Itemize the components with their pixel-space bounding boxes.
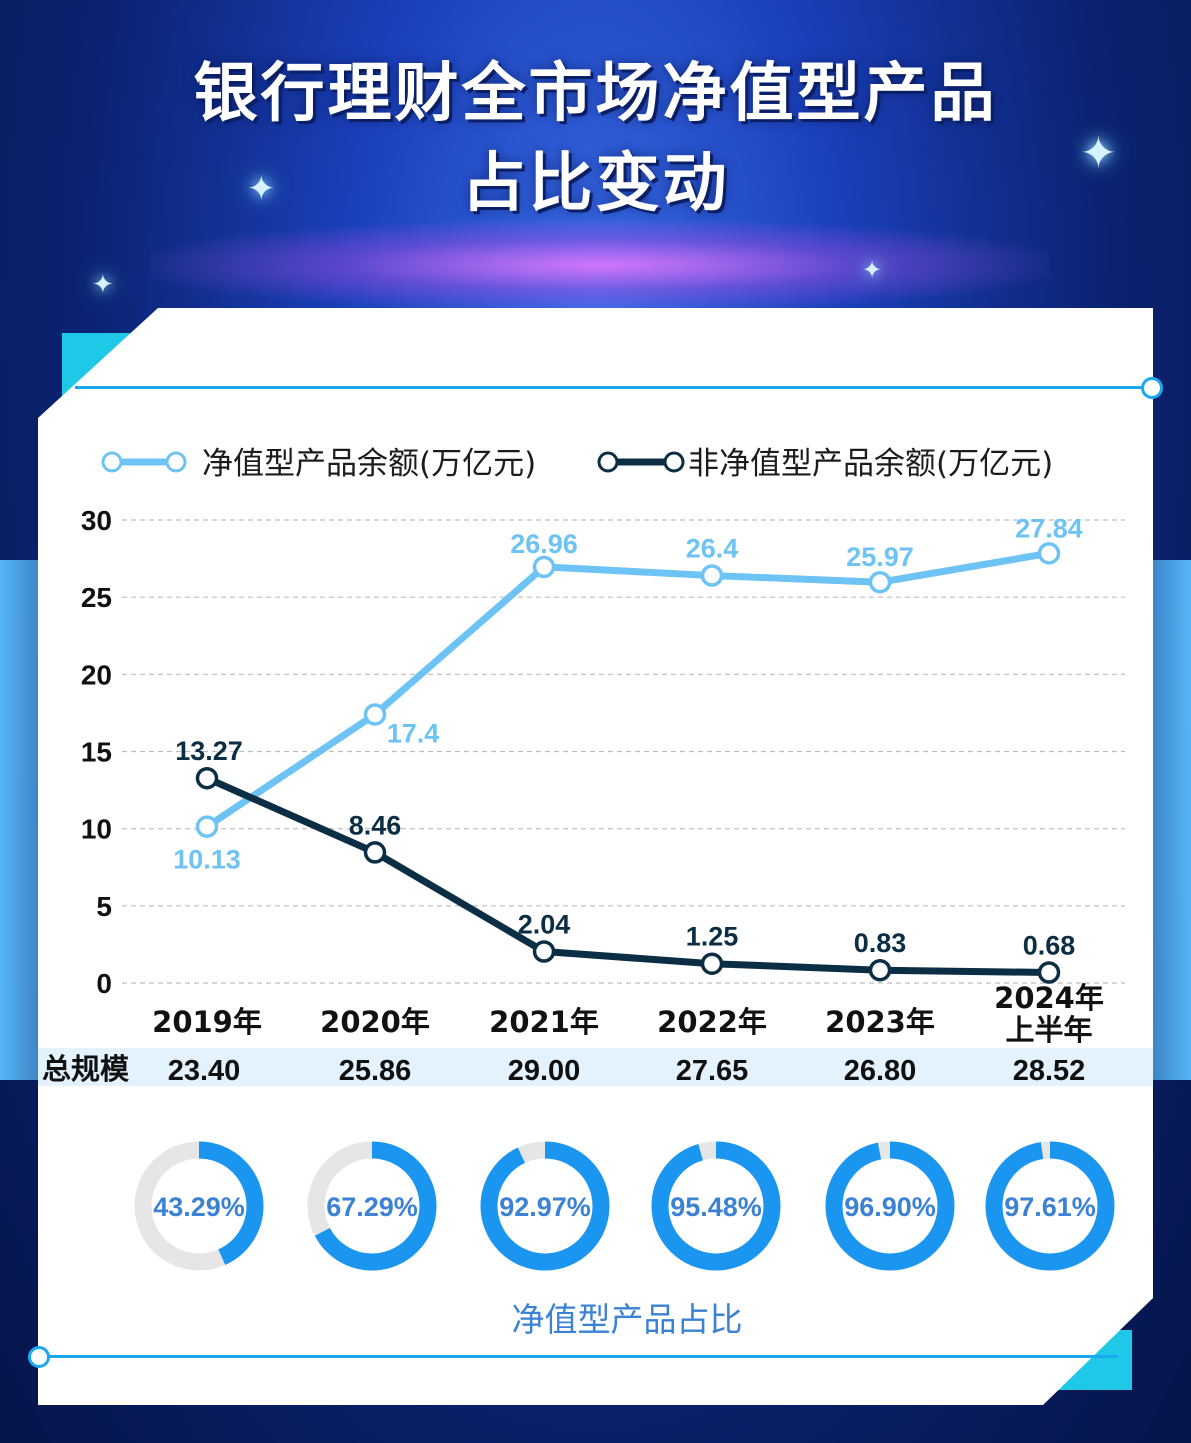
y-tick-label: 0: [96, 968, 112, 999]
data-point-non-net-value: [363, 841, 387, 864]
data-point-non-net-value: [1037, 961, 1061, 984]
data-point-non-net-value: [868, 958, 892, 982]
legend-marker-icon: [663, 451, 685, 473]
ratio-ring-fill: [480, 1141, 610, 1271]
y-tick-label: 5: [96, 891, 112, 922]
page-title-line-2: 占比变动: [461, 147, 730, 221]
data-point-net-value: [1037, 542, 1061, 565]
data-label-net-value: 17.4: [387, 718, 440, 748]
data-label-non-net-value: 1.25: [686, 922, 739, 952]
decor-ring-dot: [28, 1346, 50, 1368]
decor-ring-dot: [1141, 377, 1163, 399]
scale-row-background: [38, 1048, 1153, 1086]
legend-label-net-value: 净值型产品余额(万亿元): [202, 446, 536, 482]
data-label-net-value: 25.97: [846, 542, 914, 572]
decor-line-top: [75, 386, 1152, 389]
y-tick-label: 10: [81, 814, 112, 845]
data-point-net-value: [532, 555, 556, 579]
legend-marker-icon: [101, 451, 123, 473]
x-tick-label: 2021年: [489, 1005, 599, 1039]
y-tick-label: 20: [81, 659, 112, 690]
data-label-non-net-value: 0.83: [854, 928, 907, 958]
data-label-non-net-value: 0.68: [1023, 931, 1076, 961]
sparkle-star-icon: ✦: [862, 256, 883, 284]
legend-marker-icon: [165, 451, 187, 473]
x-tick-label: 2019年: [152, 1005, 262, 1039]
ratio-ring-fill: [651, 1141, 781, 1271]
ratio-ring-label: 95.48%: [670, 1192, 762, 1222]
ratio-ring-fill: [307, 1141, 437, 1271]
y-tick-label: 25: [81, 582, 112, 613]
background-glow: [150, 220, 1050, 310]
scale-row-value: 27.65: [676, 1055, 749, 1087]
data-point-non-net-value: [532, 940, 556, 963]
ratio-caption: 净值型产品占比: [512, 1300, 743, 1339]
legend-marker-icon: [597, 451, 619, 473]
scale-row-value: 25.86: [339, 1055, 412, 1087]
scale-row-label: 总规模: [42, 1052, 130, 1086]
data-label-net-value: 27.84: [1015, 513, 1083, 543]
data-point-net-value: [195, 815, 219, 838]
ratio-ring-label: 97.61%: [1004, 1192, 1096, 1222]
series-line-non-net-value: [203, 774, 1053, 977]
y-tick-label: 30: [81, 505, 112, 536]
data-point-net-value: [700, 564, 724, 587]
x-tick-label: 2024年: [994, 981, 1104, 1015]
ratio-ring-label: 67.29%: [326, 1192, 418, 1222]
ratio-ring-fill: [134, 1141, 264, 1271]
data-label-net-value: 26.4: [686, 534, 739, 564]
data-label-non-net-value: 2.04: [518, 910, 571, 940]
scale-row-value: 29.00: [508, 1055, 581, 1087]
decor-line-bottom: [38, 1355, 1118, 1358]
x-tick-label: 2022年: [657, 1005, 767, 1039]
scale-row-value: 26.80: [844, 1055, 917, 1087]
x-tick-label: 2023年: [825, 1005, 935, 1039]
sparkle-star-icon: ✦: [247, 169, 276, 209]
sparkle-star-icon: ✦: [92, 270, 114, 300]
ratio-ring-fill: [985, 1141, 1115, 1271]
data-label-net-value: 10.13: [173, 845, 241, 875]
data-point-non-net-value: [700, 952, 724, 975]
data-point-net-value: [868, 570, 892, 594]
data-point-net-value: [363, 703, 387, 726]
y-tick-label: 15: [81, 737, 112, 768]
ratio-ring-label: 96.90%: [844, 1192, 936, 1222]
ratio-ring-fill: [825, 1141, 955, 1271]
scale-row-value: 28.52: [1013, 1055, 1086, 1087]
page-title-line-1: 银行理财全市场净值型产品: [193, 57, 998, 131]
x-tick-label: 上半年: [1005, 1013, 1092, 1047]
data-label-non-net-value: 8.46: [349, 810, 402, 840]
data-label-non-net-value: 13.27: [175, 736, 243, 766]
data-label-net-value: 26.96: [510, 529, 578, 559]
data-point-non-net-value: [195, 766, 219, 790]
scale-row-value: 23.40: [168, 1055, 241, 1087]
ratio-ring-label: 43.29%: [153, 1192, 245, 1222]
legend-label-non-net-value: 非净值型产品余额(万亿元): [688, 446, 1053, 482]
ratio-ring-label: 92.97%: [499, 1192, 591, 1222]
sparkle-star-icon: ✦: [1080, 128, 1117, 179]
x-tick-label: 2020年: [320, 1005, 430, 1039]
series-line-net-value: [203, 549, 1053, 831]
